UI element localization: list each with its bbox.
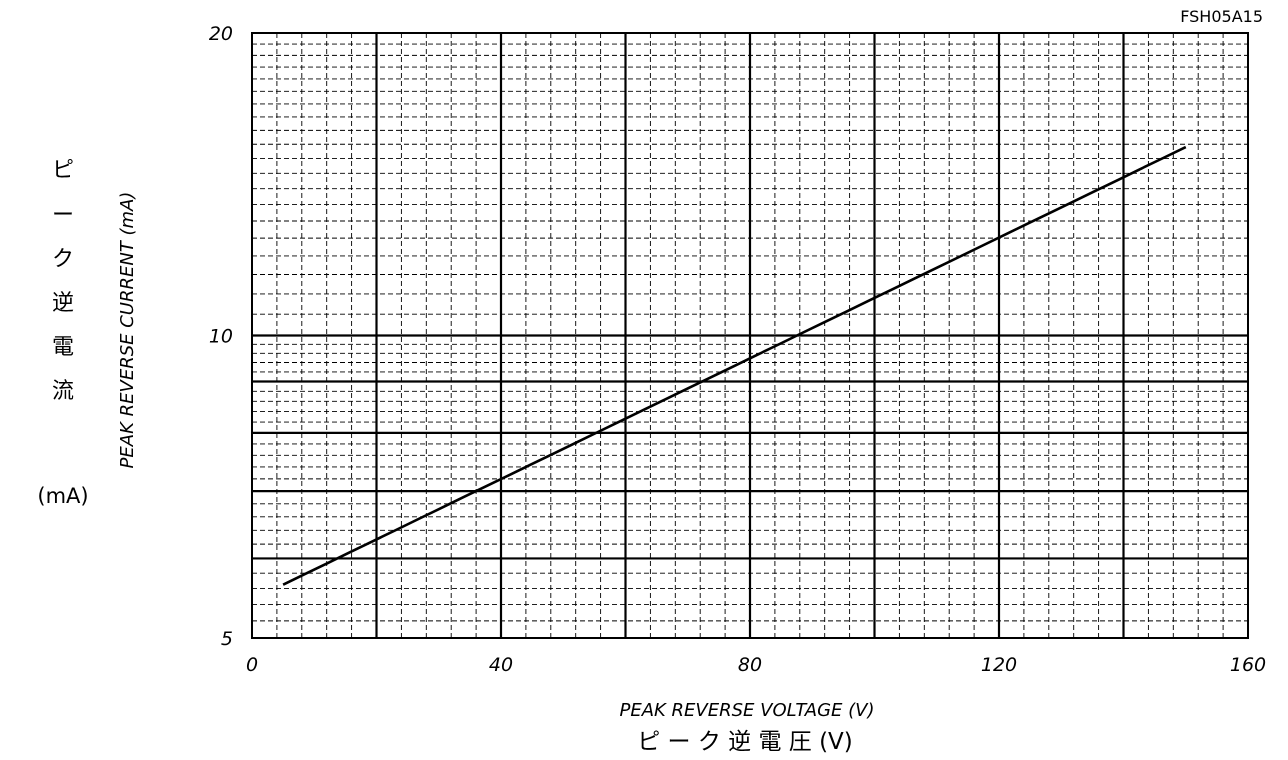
plot-frame bbox=[251, 32, 1249, 639]
y-axis-label-en: PEAK REVERSE CURRENT (mA) bbox=[117, 192, 138, 469]
x-axis-label-jp: ピ ー ク 逆 電 圧 (V) bbox=[637, 729, 853, 755]
y-axis-label-jp-char: 逆 bbox=[52, 291, 74, 316]
y-axis-label-jp-char: ピ bbox=[52, 158, 74, 183]
y-tick-label: 5 bbox=[221, 628, 233, 650]
y-tick-label: 10 bbox=[209, 326, 233, 348]
document-id: FSH05A15 bbox=[1180, 7, 1263, 26]
series-line bbox=[282, 145, 1187, 586]
x-tick-label: 0 bbox=[246, 654, 258, 676]
x-tick-label: 80 bbox=[738, 654, 762, 676]
y-axis-label-jp-unit: (mA) bbox=[37, 484, 88, 508]
x-tick-label: 40 bbox=[489, 654, 513, 676]
y-axis-label-jp-char: 電 bbox=[52, 335, 74, 360]
major-gridlines bbox=[252, 33, 1248, 638]
y-axis-label-jp-char: ー bbox=[52, 203, 74, 228]
y-axis-label-jp-char: ク bbox=[52, 247, 74, 272]
data-series bbox=[282, 145, 1187, 586]
y-tick-label: 20 bbox=[209, 23, 233, 45]
x-tick-label: 160 bbox=[1230, 654, 1266, 676]
tick-labels: 0 40 80 120 160 5 10 20 bbox=[209, 23, 1266, 676]
x-tick-label: 120 bbox=[981, 654, 1017, 676]
y-axis-label-jp-char: 流 bbox=[52, 379, 74, 404]
x-axis-label-en: PEAK REVERSE VOLTAGE (V) bbox=[619, 700, 874, 721]
